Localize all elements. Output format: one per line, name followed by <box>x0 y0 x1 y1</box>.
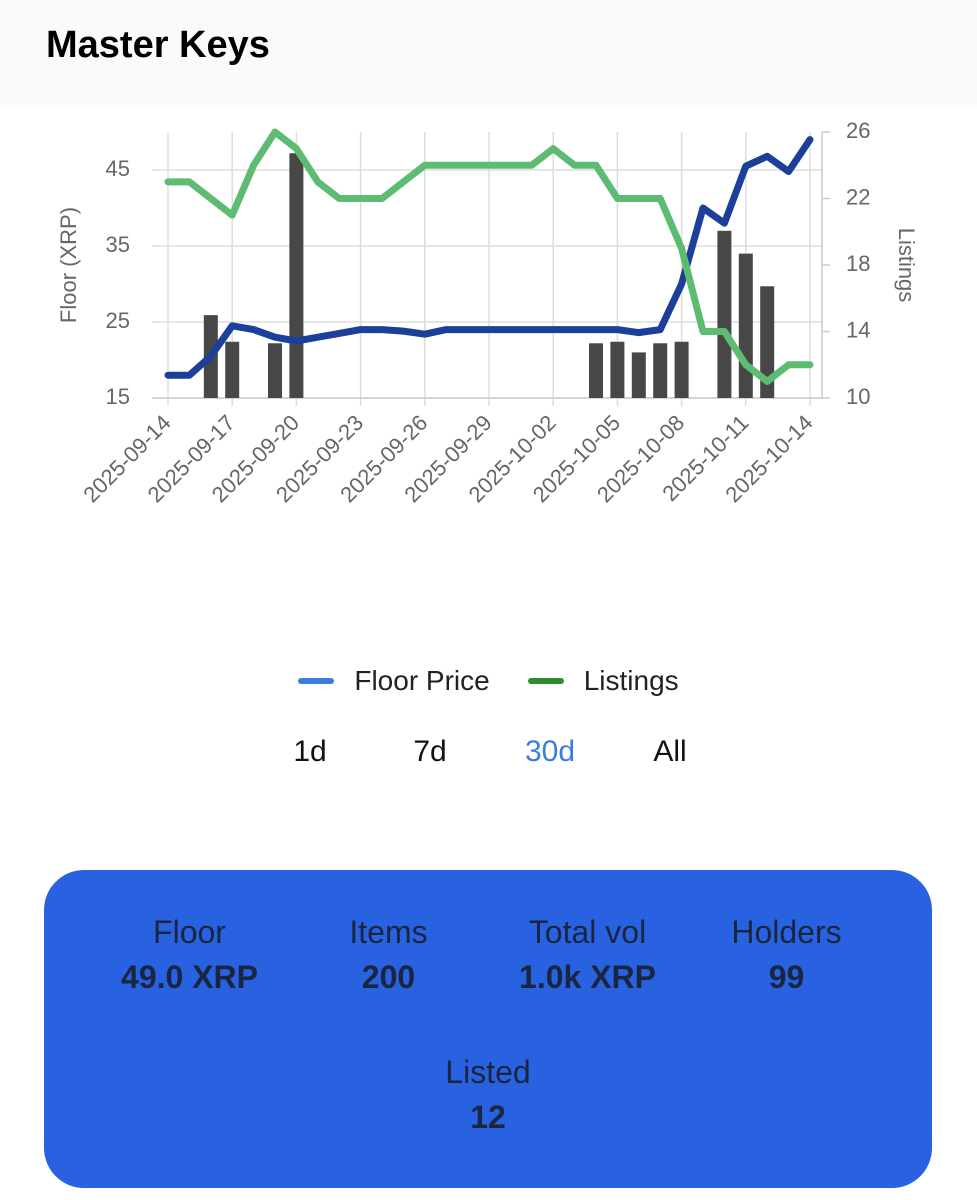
range-button[interactable]: All <box>653 735 687 768</box>
stat-label: Total vol <box>528 914 647 950</box>
y-tick-label: 25 <box>106 308 130 333</box>
stat-label: Listed <box>445 1054 531 1090</box>
legend: Floor Price Listings <box>0 665 977 697</box>
stat: Holders 99 <box>687 914 886 1054</box>
series-line <box>164 136 814 379</box>
stat: Total vol 1.0k XRP <box>488 914 687 1054</box>
range-button[interactable]: 30d <box>524 735 576 768</box>
volume-bar <box>268 343 282 398</box>
series-line <box>164 128 814 385</box>
legend-swatch <box>298 678 335 684</box>
volume-bar <box>653 343 668 398</box>
legend-swatch <box>527 678 564 684</box>
y-tick-label: 35 <box>106 232 130 257</box>
volume-bar <box>289 153 304 398</box>
stat-label: Holders <box>731 914 842 950</box>
volume-bar <box>610 341 625 398</box>
y-tick-label: 15 <box>106 384 130 409</box>
stat-value: 99 <box>768 959 805 995</box>
volume-bar <box>738 253 753 398</box>
y-axis-label: Floor (XRP) <box>56 207 81 323</box>
y2-tick-label: 14 <box>846 317 870 342</box>
stat-value: 12 <box>470 1099 506 1135</box>
volume-bar <box>225 341 240 398</box>
stat: Listed 12 <box>389 1054 588 1194</box>
y-tick-label: 45 <box>106 156 130 181</box>
stats-card: Floor 49.0 XRP Items 200 Total vol 1.0k XRP Ho… <box>44 870 932 1188</box>
stat: Floor 49.0 XRP <box>90 914 289 1054</box>
y2-axis-label: Listings <box>894 228 919 303</box>
legend-label: Listings <box>583 665 679 696</box>
range-button[interactable]: 1d <box>293 735 327 768</box>
stat-value: 200 <box>361 959 416 995</box>
chart: 1525354510141822262025-09-142025-09-1720… <box>56 118 919 507</box>
stat-label: Floor <box>153 914 226 950</box>
y2-tick-label: 26 <box>846 118 870 143</box>
volume-bar <box>760 286 775 398</box>
volume-bar <box>589 343 603 398</box>
range-button[interactable]: 7d <box>413 735 447 768</box>
legend-item: Floor Price <box>298 665 490 697</box>
y2-tick-label: 10 <box>846 384 870 409</box>
legend-label: Floor Price <box>354 665 490 696</box>
y2-tick-label: 18 <box>846 251 870 276</box>
volume-bar <box>717 230 732 398</box>
volume-bar <box>631 352 646 398</box>
title: Master Keys <box>46 24 270 66</box>
stat-label: Items <box>349 914 428 950</box>
header: Master Keys <box>0 0 977 105</box>
legend-item: Listings <box>527 665 679 697</box>
stat-value: 1.0k XRP <box>519 959 656 995</box>
range-selector: 1d 7d 30d All <box>250 735 730 769</box>
stat-value: 49.0 XRP <box>121 959 258 995</box>
volume-bar <box>674 341 689 398</box>
stat: Items 200 <box>289 914 488 1054</box>
y2-tick-label: 22 <box>846 184 870 209</box>
